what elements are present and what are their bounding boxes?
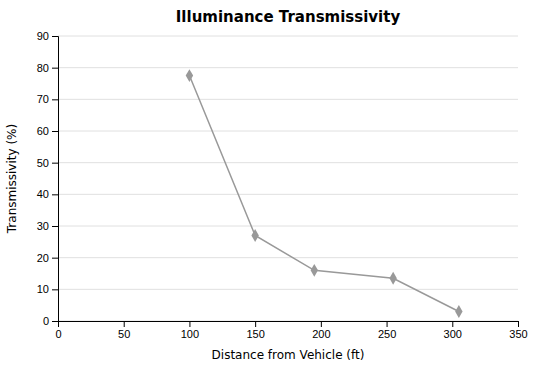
tick: 70 [37,93,58,105]
chart: 0 50 100 150 200 250 300 350 0 10 20 30 40 50 60 70 80 90… [0,0,540,369]
tick-mark [52,163,58,164]
marker [389,272,396,285]
tick: 0 [55,321,61,340]
tick-label: 20 [37,252,49,264]
tick: 150 [246,321,264,340]
tick-label: 200 [312,328,330,340]
tick: 50 [37,157,58,169]
tick-label: 100 [181,328,199,340]
tick: 350 [509,321,527,340]
tick-mark [52,194,58,195]
tick-mark [124,321,125,327]
grid-line [58,67,518,68]
tick-label: 40 [37,188,49,200]
tick-label: 0 [55,328,61,340]
tick: 200 [312,321,330,340]
y-axis-title: Transmissivity (%) [5,124,19,234]
line [189,76,458,312]
tick-mark [52,131,58,132]
tick-label: 50 [37,157,49,169]
tick: 250 [378,321,396,340]
tick-mark [518,321,519,327]
grid-line [58,162,518,163]
tick-label: 350 [509,328,527,340]
tick-mark [189,321,190,327]
tick-label: 250 [378,328,396,340]
tick-mark [387,321,388,327]
tick-label: 30 [37,220,49,232]
axis-line [52,37,59,322]
grid-line [58,99,518,100]
title: Illuminance Transmissivity [176,8,401,26]
tick-mark [52,258,58,259]
grid-line [58,257,518,258]
tick: 0 [43,315,58,327]
marker [311,264,318,277]
grid-line [58,289,518,290]
tick-label: 80 [37,62,49,74]
grid-line [58,131,518,132]
tick: 30 [37,220,58,232]
tick-mark [52,226,58,227]
x-axis: 0 50 100 150 200 250 300 350 [55,321,527,340]
grid-line [58,194,518,195]
tick-label: 90 [37,30,49,42]
tick: 60 [37,125,58,137]
tick-mark [52,321,58,322]
plot: 0 50 100 150 200 250 300 350 0 10 20 30 40 50 60 70 80 90 [37,30,528,340]
grid-line [58,226,518,227]
data [186,69,463,318]
axis-line [59,322,519,328]
x-axis-title: Distance from Vehicle (ft) [212,348,365,362]
tick-label: 10 [37,283,49,295]
tick: 10 [37,283,58,295]
tick-mark [52,99,58,100]
tick-mark [452,321,453,327]
y-axis: 0 10 20 30 40 50 60 70 80 90 [37,30,59,327]
tick-label: 0 [43,315,49,327]
tick: 80 [37,62,58,74]
marker [186,69,193,82]
tick: 20 [37,252,58,264]
tick-mark [321,321,322,327]
tick-mark [52,289,58,290]
tick: 50 [118,321,130,340]
tick: 300 [444,321,462,340]
tick-mark [52,36,58,37]
tick-label: 150 [246,328,264,340]
tick-mark [52,68,58,69]
tick-mark [255,321,256,327]
tick: 40 [37,188,58,200]
tick: 100 [181,321,199,340]
marker [455,305,462,318]
grid-line [58,36,518,37]
tick-label: 50 [118,328,130,340]
marker [251,229,258,242]
grid [58,36,518,321]
tick-label: 300 [444,328,462,340]
tick: 90 [37,30,58,42]
tick-label: 60 [37,125,49,137]
tick-label: 70 [37,93,49,105]
